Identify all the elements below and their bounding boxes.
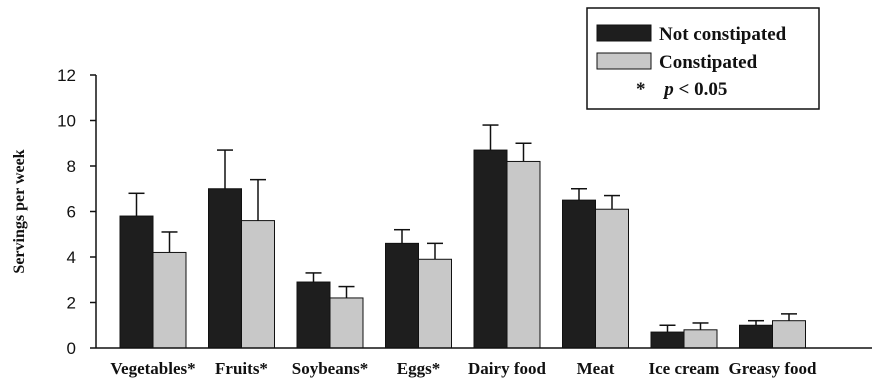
bar-not-constipated-meat	[562, 199, 596, 349]
x-category-label: Eggs*	[397, 359, 440, 378]
x-category-label: Dairy food	[468, 359, 546, 378]
x-category-label: Soybeans*	[292, 359, 369, 378]
legend-label-not-constipated: Not constipated	[659, 24, 787, 45]
x-category-label: Vegetables*	[110, 359, 195, 378]
bar-constipated-fruits	[241, 220, 275, 349]
y-ticks-group: 0 2 4 6 8 10 12	[57, 66, 96, 358]
x-category-label: Meat	[577, 359, 615, 378]
note-asterisk: *	[636, 79, 646, 100]
bars-group	[119, 124, 806, 349]
legend-significance-note: * p < 0.05	[636, 79, 727, 100]
bar-constipated-eggs	[418, 258, 452, 349]
bar-constipated-dairy-food	[506, 160, 541, 349]
bar-not-constipated-eggs	[385, 242, 419, 349]
y-tick-label: 12	[57, 66, 76, 85]
legend-label-constipated: Constipated	[659, 52, 758, 73]
legend: Not constipated Constipated * p < 0.05	[586, 7, 820, 110]
legend-swatch-not-constipated	[596, 24, 652, 42]
bar-not-constipated-vegetables	[119, 215, 154, 349]
note-p: p	[662, 79, 674, 100]
bar-constipated-soybeans	[329, 297, 364, 349]
y-tick-label: 0	[67, 339, 76, 358]
bar-constipated-vegetables	[152, 251, 187, 349]
category-labels-group: Vegetables* Fruits* Soybeans* Eggs* Dairy fo…	[110, 359, 817, 378]
y-tick-label: 4	[67, 248, 76, 267]
bar-constipated-greasy-food	[772, 320, 806, 349]
bar-not-constipated-dairy-food	[473, 149, 508, 349]
bar-not-constipated-soybeans	[296, 281, 331, 349]
bar-constipated-ice-cream	[683, 329, 718, 349]
x-category-label: Ice cream	[649, 359, 720, 378]
bar-not-constipated-greasy-food	[739, 324, 773, 349]
bar-not-constipated-fruits	[208, 188, 242, 349]
bar-not-constipated-ice-cream	[650, 331, 685, 349]
note-threshold: < 0.05	[679, 79, 728, 100]
y-tick-label: 2	[67, 294, 76, 313]
y-tick-label: 8	[67, 157, 76, 176]
legend-swatch-constipated	[596, 52, 652, 70]
y-tick-label: 10	[57, 112, 76, 131]
bar-constipated-meat	[595, 208, 629, 349]
x-category-label: Fruits*	[215, 359, 268, 378]
y-axis-title: Servings per week	[11, 149, 28, 273]
x-category-label: Greasy food	[729, 359, 818, 378]
y-tick-label: 6	[67, 203, 76, 222]
